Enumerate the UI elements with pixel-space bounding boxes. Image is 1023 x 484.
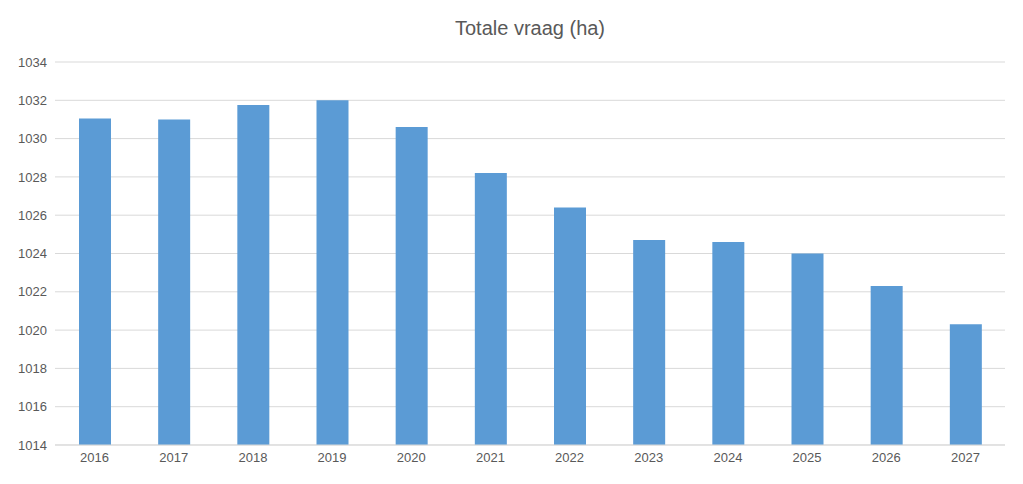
svg-text:2021: 2021 [476, 450, 505, 465]
svg-text:1024: 1024 [18, 246, 47, 261]
svg-text:1030: 1030 [18, 131, 47, 146]
svg-text:1028: 1028 [18, 170, 47, 185]
svg-text:2016: 2016 [80, 450, 109, 465]
svg-text:2018: 2018 [238, 450, 267, 465]
svg-text:2026: 2026 [872, 450, 901, 465]
html-text:Totale vraag (ha): Totale vraag (ha) [455, 17, 605, 39]
svg-text:2017: 2017 [159, 450, 188, 465]
svg-text:1034: 1034 [18, 55, 47, 70]
svg-text:1014: 1014 [18, 438, 47, 453]
svg-text:2022: 2022 [555, 450, 584, 465]
svg-text:1026: 1026 [18, 208, 47, 223]
svg-text:1020: 1020 [18, 323, 47, 338]
svg-text:1032: 1032 [18, 93, 47, 108]
svg-text:1022: 1022 [18, 284, 47, 299]
svg-text:1016: 1016 [18, 399, 47, 414]
svg-text:2023: 2023 [634, 450, 663, 465]
svg-text:2027: 2027 [951, 450, 980, 465]
svg-text:2025: 2025 [793, 450, 822, 465]
svg-text:2019: 2019 [318, 450, 347, 465]
svg-text:2020: 2020 [397, 450, 426, 465]
svg-text:1018: 1018 [18, 361, 47, 376]
svg-text:2024: 2024 [713, 450, 742, 465]
